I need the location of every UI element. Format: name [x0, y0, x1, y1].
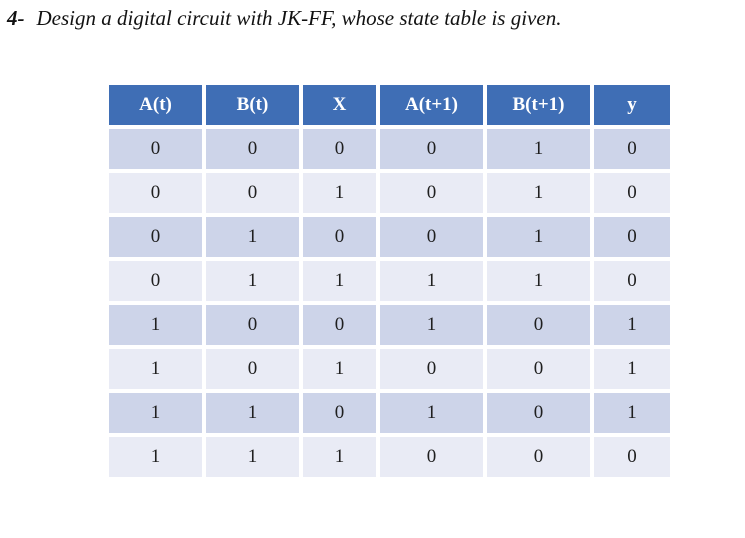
table-cell: 1 [594, 393, 670, 433]
question-text: Design a digital circuit with JK-FF, who… [36, 6, 562, 30]
question-number: 4- [7, 6, 25, 30]
table-cell: 1 [206, 437, 299, 477]
table-row: 0 0 0 0 1 0 [109, 129, 670, 169]
table-cell: 0 [594, 261, 670, 301]
table-cell: 0 [594, 173, 670, 213]
table-cell: 0 [206, 129, 299, 169]
table-cell: 1 [109, 349, 202, 389]
table-cell: 1 [206, 261, 299, 301]
table-row: 0 1 1 1 1 0 [109, 261, 670, 301]
table-cell: 0 [303, 129, 376, 169]
table-cell: 1 [487, 173, 590, 213]
table-row: 1 1 1 0 0 0 [109, 437, 670, 477]
table-cell: 0 [380, 437, 483, 477]
table-cell: 0 [594, 437, 670, 477]
table-cell: 1 [380, 261, 483, 301]
table-cell: 0 [206, 173, 299, 213]
table-cell: 0 [380, 129, 483, 169]
table-cell: 1 [303, 261, 376, 301]
table-cell: 1 [109, 305, 202, 345]
table-cell: 0 [594, 129, 670, 169]
table-cell: 0 [206, 305, 299, 345]
column-header-at: A(t) [109, 85, 202, 125]
column-header-y: y [594, 85, 670, 125]
table-cell: 0 [380, 217, 483, 257]
column-header-bt: B(t) [206, 85, 299, 125]
column-header-x: X [303, 85, 376, 125]
page-title: 4- Design a digital circuit with JK-FF, w… [7, 6, 561, 31]
table-cell: 0 [487, 437, 590, 477]
table-cell: 0 [380, 349, 483, 389]
table-cell: 1 [380, 393, 483, 433]
table-header-row: A(t) B(t) X A(t+1) B(t+1) y [109, 85, 670, 125]
table-cell: 1 [206, 393, 299, 433]
table-cell: 1 [303, 173, 376, 213]
column-header-at1: A(t+1) [380, 85, 483, 125]
table-row: 1 1 0 1 0 1 [109, 393, 670, 433]
table-cell: 0 [487, 305, 590, 345]
table-cell: 1 [303, 437, 376, 477]
table-cell: 0 [487, 393, 590, 433]
table-cell: 0 [109, 217, 202, 257]
table-cell: 1 [487, 129, 590, 169]
table-row: 0 0 1 0 1 0 [109, 173, 670, 213]
table-cell: 1 [594, 349, 670, 389]
table-cell: 0 [109, 129, 202, 169]
table-cell: 1 [303, 349, 376, 389]
table-cell: 0 [380, 173, 483, 213]
table-cell: 1 [206, 217, 299, 257]
state-table: A(t) B(t) X A(t+1) B(t+1) y 0 0 0 0 1 0 … [105, 81, 674, 481]
table-cell: 0 [206, 349, 299, 389]
table-cell: 0 [594, 217, 670, 257]
table-cell: 0 [109, 173, 202, 213]
table-cell: 0 [109, 261, 202, 301]
table-cell: 0 [487, 349, 590, 389]
table-cell: 0 [303, 305, 376, 345]
column-header-bt1: B(t+1) [487, 85, 590, 125]
table-row: 1 0 1 0 0 1 [109, 349, 670, 389]
table-cell: 1 [109, 437, 202, 477]
table-row: 1 0 0 1 0 1 [109, 305, 670, 345]
table-cell: 1 [380, 305, 483, 345]
table-cell: 0 [303, 393, 376, 433]
table-cell: 0 [303, 217, 376, 257]
table-row: 0 1 0 0 1 0 [109, 217, 670, 257]
table-cell: 1 [487, 261, 590, 301]
table-cell: 1 [109, 393, 202, 433]
table-cell: 1 [594, 305, 670, 345]
table-cell: 1 [487, 217, 590, 257]
